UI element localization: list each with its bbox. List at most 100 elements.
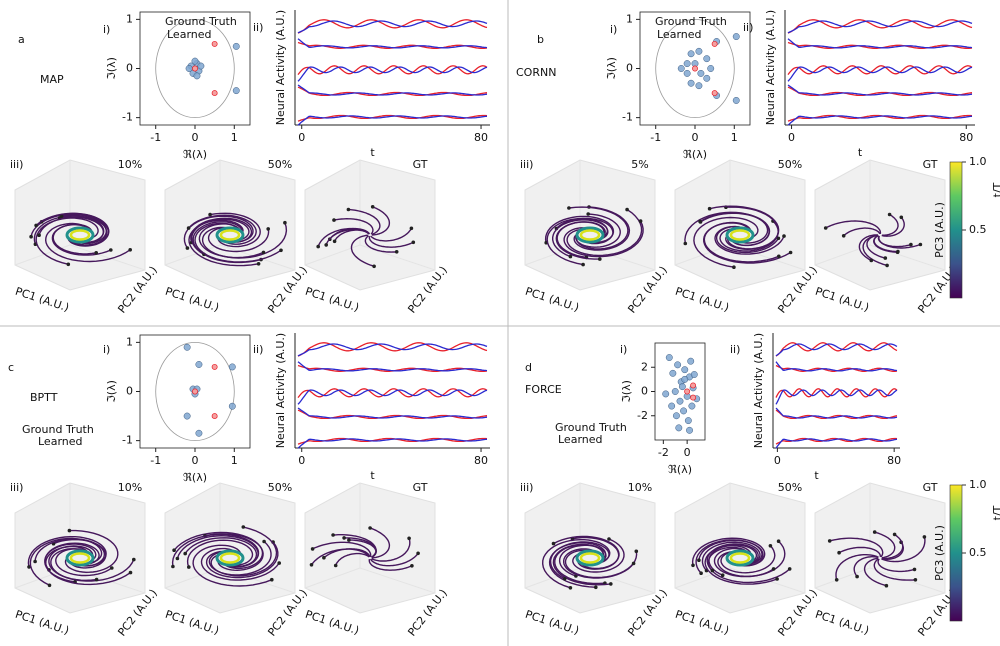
trajectory: [52, 223, 97, 255]
x-tick-label: 0: [684, 446, 691, 459]
subplot-tag: ii): [730, 343, 740, 356]
learned-eigenvalue: [674, 361, 682, 369]
view-title: 10%: [118, 158, 142, 171]
x-tick-label: 0: [298, 454, 305, 467]
view-title: 10%: [628, 481, 652, 494]
trajectory: [566, 209, 643, 257]
learned-eigenvalue: [197, 62, 205, 70]
x-tick-label: 1: [231, 454, 238, 467]
trajectory: [190, 217, 253, 243]
x-tick-label: 1: [731, 131, 738, 144]
x-axis-label: PC1 (A.U.): [304, 608, 361, 638]
learned-eigenvalue: [668, 402, 676, 410]
colorbar: [949, 161, 963, 299]
learned-eigenvalue: [687, 50, 695, 58]
subplot-tag: iii): [10, 481, 23, 494]
trajectory-start: [27, 565, 31, 569]
trajectory-start: [59, 214, 64, 218]
trajectory: [706, 543, 759, 572]
y-tick-label: 1: [126, 12, 133, 25]
panel-letter: a: [18, 33, 25, 46]
learned-eigenvalue: [732, 33, 740, 41]
x-tick-label: 80: [474, 454, 488, 467]
trajectory: [709, 205, 780, 250]
learned-eigenvalue: [195, 361, 203, 368]
subplot-tag: ii): [253, 21, 263, 34]
trajectory-start: [625, 207, 629, 212]
colorbar-title: t/T: [991, 182, 1000, 197]
trajectory: [707, 546, 791, 584]
trajectory-start: [332, 239, 337, 244]
trajectory: [695, 539, 763, 574]
attractor: [219, 229, 241, 241]
trajectory-start: [872, 530, 877, 534]
x-axis-label: PC1 (A.U.): [304, 285, 361, 315]
trace: [297, 388, 488, 399]
attractor: [575, 549, 605, 567]
trajectory-start: [710, 568, 715, 573]
trajectory: [310, 548, 370, 566]
trajectory-start: [697, 558, 701, 562]
trajectory: [205, 541, 279, 579]
y-tick-label: 1: [626, 12, 633, 25]
learned-eigenvalue: [677, 65, 685, 72]
attractor: [729, 229, 751, 241]
trajectory-start: [776, 236, 781, 241]
trajectory-start: [855, 574, 859, 579]
legend-entry: Ground Truth: [22, 423, 94, 436]
x-axis-label: PC1 (A.U.): [674, 285, 731, 315]
trace: [787, 65, 973, 75]
learned-eigenvalue: [697, 69, 705, 77]
attractor: [69, 552, 91, 564]
x-axis-label: PC1 (A.U.): [674, 608, 731, 638]
trajectory-start: [171, 564, 175, 569]
trajectory-start: [128, 570, 133, 575]
trajectory-start: [185, 246, 190, 250]
trajectory: [45, 545, 131, 586]
attractor: [219, 552, 241, 564]
trajectory: [48, 545, 97, 582]
ground-truth-eigenvalue: [211, 413, 218, 420]
trajectory-start: [310, 547, 315, 551]
trajectory-start: [266, 227, 271, 231]
method-name: FORCE: [525, 383, 562, 396]
subplot-tag: ii): [253, 343, 263, 356]
learned-eigenvalue: [183, 412, 191, 420]
learned-eigenvalue: [707, 65, 715, 72]
learned-eigenvalue: [686, 426, 693, 434]
trajectory-start: [407, 536, 411, 541]
pane-edge: [164, 160, 296, 271]
learned-eigenvalue: [193, 72, 201, 80]
x-tick-label: -1: [150, 131, 161, 144]
x-axis-label: t: [814, 469, 819, 482]
trajectory-start: [609, 582, 613, 586]
trajectory-start: [586, 212, 590, 216]
trajectory-start: [316, 244, 321, 249]
trajectory-start: [322, 555, 326, 560]
trajectory-start: [918, 242, 923, 247]
trace: [775, 388, 898, 398]
trajectory: [563, 548, 635, 579]
x-axis-label: ℜ(λ): [183, 148, 207, 161]
trajectory-start: [333, 563, 338, 568]
trajectory-start: [827, 539, 832, 543]
learned-eigenvalue: [185, 65, 193, 72]
x-tick-label: -1: [650, 131, 661, 144]
attractor: [215, 549, 245, 567]
ground-truth-eigenvalue: [192, 65, 198, 72]
trajectory: [176, 534, 259, 568]
learned-eigenvalue: [183, 343, 191, 351]
attractor: [69, 229, 91, 241]
attractor: [579, 229, 601, 241]
y-tick-label: -1: [122, 434, 133, 447]
trajectory: [188, 214, 257, 245]
trajectory: [704, 545, 778, 585]
view-title: 50%: [778, 481, 802, 494]
trajectory: [838, 546, 882, 558]
trace: [297, 20, 488, 34]
trajectory-start: [172, 548, 176, 552]
trajectory-start: [869, 258, 874, 263]
trajectory: [699, 212, 771, 247]
view-title: 5%: [631, 158, 648, 171]
trajectory: [370, 227, 413, 242]
